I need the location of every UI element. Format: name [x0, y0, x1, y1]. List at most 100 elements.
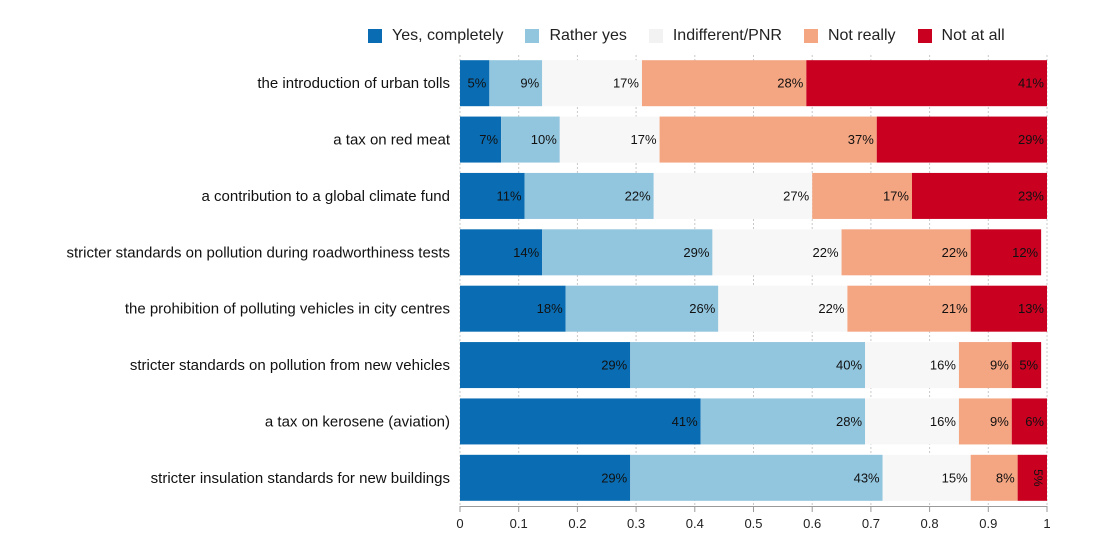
- bar-data-label: 14%: [513, 245, 539, 260]
- bar-segment: [460, 172, 525, 219]
- legend-label: Not at all: [941, 27, 1005, 44]
- legend-swatch: [368, 29, 382, 43]
- bar-data-label: 5%: [1019, 358, 1038, 373]
- y-tick-label: a tax on red meat: [333, 132, 451, 149]
- bar-data-label: 22%: [818, 301, 844, 316]
- bar-segment: [659, 116, 877, 163]
- legend-label: Rather yes: [549, 27, 627, 44]
- x-tick-label: 0.4: [686, 516, 704, 531]
- x-tick-label: 0: [456, 516, 463, 531]
- bar-segment: [958, 398, 1012, 445]
- bar-data-label: 13%: [1018, 301, 1044, 316]
- bars: 5% 9% 17% 28% 41% 7% 10% 17% 37% 29% 11% 22% 27% 17% 2…: [460, 60, 1047, 501]
- bar-data-label: 27%: [783, 188, 809, 203]
- gridlines: [459, 55, 1048, 506]
- y-tick-label: the prohibition of polluting vehicles in…: [125, 301, 450, 318]
- bar-segment: [865, 342, 959, 389]
- y-tick-label: a contribution to a global climate fund: [202, 188, 451, 205]
- bar-segment: [501, 116, 560, 163]
- y-tick-label: stricter standards on pollution during r…: [66, 244, 450, 261]
- legend-label: Not really: [827, 27, 896, 44]
- chart-legend: Yes, completely Rather yes Indifferent/PNR…: [368, 24, 1027, 48]
- x-tick-label: 0.5: [744, 516, 762, 531]
- bar-segment: [641, 60, 807, 107]
- x-tick-label: 0.9: [979, 516, 997, 531]
- bar-segment: [460, 454, 631, 501]
- legend-label: Indifferent/PNR: [672, 27, 782, 44]
- bar-data-label: 11%: [497, 188, 522, 203]
- bar-segment: [806, 60, 1047, 107]
- bar-segment: [630, 454, 883, 501]
- bar-data-label: 9%: [990, 358, 1009, 373]
- x-tick-label: 0.2: [568, 516, 586, 531]
- bar-data-label: 15%: [942, 470, 968, 485]
- bar-data-label: 29%: [1018, 132, 1044, 147]
- bar-data-label: 26%: [689, 301, 715, 316]
- bar-data-label: 9%: [520, 76, 539, 91]
- bar-segment: [1011, 398, 1047, 445]
- bar-data-label: 18%: [537, 301, 563, 316]
- bar-data-label: 22%: [813, 245, 839, 260]
- x-tick-label: 1: [1043, 516, 1050, 531]
- bar-segment: [1011, 342, 1042, 389]
- bar-segment: [460, 116, 502, 163]
- y-tick-label: a tax on kerosene (aviation): [265, 413, 450, 430]
- bar-data-label: 17%: [631, 132, 657, 147]
- bar-data-label: 7%: [479, 132, 498, 147]
- bar-segment: [542, 60, 642, 107]
- bar-data-label: 29%: [601, 358, 627, 373]
- bar-data-label: 8%: [996, 470, 1015, 485]
- bar-data-label: 37%: [848, 132, 874, 147]
- bar-segment: [970, 229, 1042, 276]
- bar-data-label: 6%: [1025, 414, 1044, 429]
- x-axis: 0 0.1 0.2 0.3 0.4 0.5 0.6 0.7 0.8 0.9 1: [456, 506, 1051, 531]
- legend-swatch: [917, 29, 932, 43]
- y-tick-label: the introduction of urban tolls: [257, 75, 450, 92]
- x-tick-label: 0.7: [862, 516, 880, 531]
- x-tick-label: 0.6: [803, 516, 821, 531]
- legend-swatch: [803, 29, 818, 43]
- bar-segment: [559, 116, 660, 163]
- bar-data-label: 29%: [683, 245, 709, 260]
- bar-segment: [565, 285, 719, 332]
- bar-data-label: 9%: [990, 414, 1009, 429]
- bar-segment: [524, 172, 654, 219]
- x-tick-label: 0.8: [921, 516, 939, 531]
- bar-segment: [460, 229, 543, 276]
- bar-segment: [865, 398, 959, 445]
- bar-data-label: 12%: [1012, 245, 1038, 260]
- legend-swatch: [525, 29, 540, 43]
- y-tick-label: stricter standards on pollution from new…: [130, 357, 450, 374]
- bar-data-label: 41%: [672, 414, 698, 429]
- bar-data-label: 40%: [836, 358, 862, 373]
- legend-swatch: [648, 29, 663, 43]
- bar-segment: [700, 398, 866, 445]
- legend-item: Not at all: [917, 27, 1005, 45]
- bar-segment: [489, 60, 543, 107]
- bar-segment: [882, 454, 971, 501]
- bar-data-label: 28%: [836, 414, 862, 429]
- bar-segment: [841, 229, 971, 276]
- bar-segment: [630, 342, 866, 389]
- bar-data-label: 16%: [930, 414, 956, 429]
- bar-segment: [876, 116, 1047, 163]
- bar-segment: [958, 342, 1012, 389]
- bar-data-label: 43%: [854, 470, 880, 485]
- bar-segment: [718, 285, 848, 332]
- bar-data-label: 17%: [883, 188, 909, 203]
- bar-segment: [712, 229, 842, 276]
- bar-segment: [460, 342, 631, 389]
- bar-segment: [460, 398, 701, 445]
- bar-data-label: 23%: [1018, 188, 1044, 203]
- y-tick-label: stricter insulation standards for new bu…: [151, 470, 450, 487]
- bar-data-label: 5%: [468, 76, 487, 91]
- bar-segment: [847, 285, 971, 332]
- bar-segment: [653, 172, 813, 219]
- bar-data-label: 10%: [531, 132, 557, 147]
- bar-segment: [1017, 454, 1047, 501]
- bar-segment: [970, 454, 1018, 501]
- legend-item: Indifferent/PNR: [648, 27, 782, 45]
- bar-data-label: 22%: [625, 188, 651, 203]
